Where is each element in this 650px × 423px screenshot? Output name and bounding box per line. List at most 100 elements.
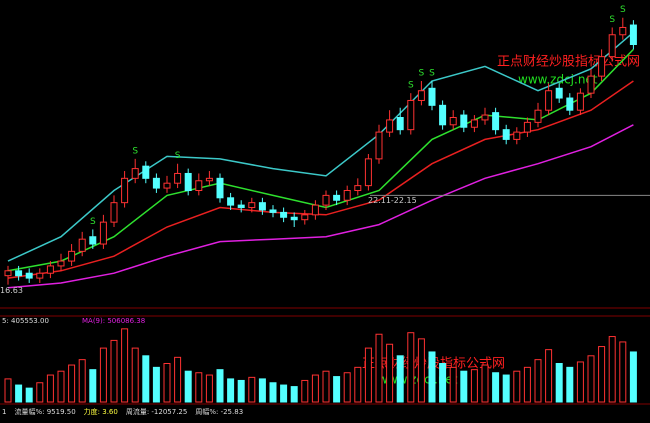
volume-bar — [311, 374, 319, 403]
ma-line — [7, 31, 634, 262]
volume-bar — [598, 346, 606, 403]
volume-bar — [566, 366, 574, 403]
volume-bar — [364, 347, 372, 403]
candle-body — [460, 114, 468, 128]
annotation-text: 22.11-22.15 — [368, 196, 417, 205]
candle-body — [322, 194, 330, 206]
candle-body — [608, 34, 616, 58]
candle-body — [417, 90, 425, 101]
candle-body — [523, 121, 531, 133]
signal-label: S — [429, 69, 435, 79]
candle-body — [576, 92, 584, 111]
candle-body — [163, 182, 171, 189]
volume-bar — [258, 378, 266, 403]
volume-bar — [343, 372, 351, 403]
volume-bar — [78, 359, 86, 403]
info-text: 周幅%: -25.83 — [195, 407, 243, 416]
candle-body — [227, 197, 235, 206]
volume-bar — [428, 351, 436, 403]
info-text: 流量幅%: 9519.50 — [14, 407, 75, 416]
signal-label: S — [408, 81, 414, 91]
volume-bar — [195, 372, 203, 403]
candle-body — [311, 204, 319, 216]
volume-bar — [608, 336, 616, 403]
candle-body — [121, 177, 129, 204]
info-text: 1 — [2, 408, 6, 416]
volume-bar — [280, 384, 288, 403]
volume-bar — [396, 355, 404, 403]
candle-body — [407, 99, 415, 131]
volume-bar — [227, 378, 235, 403]
watermark-url: www.zdcj.net — [518, 73, 598, 87]
candle-body — [470, 119, 478, 128]
signal-label: S — [132, 146, 138, 156]
candle-body — [513, 131, 521, 140]
candle-body — [449, 117, 457, 126]
volume-bar — [375, 333, 383, 403]
candle-body — [36, 272, 44, 279]
volume-bar — [184, 370, 192, 403]
volume-bar — [534, 359, 542, 403]
volume-bar — [449, 366, 457, 403]
candle-body — [237, 204, 245, 209]
candle-body — [57, 260, 65, 267]
volume-bar — [4, 378, 12, 403]
candle-body — [396, 117, 404, 131]
signal-label: S — [90, 217, 96, 227]
volume-bar — [545, 349, 553, 403]
candle-body — [354, 185, 362, 191]
signal-label: S — [609, 15, 615, 25]
volume-bar — [36, 382, 44, 403]
volume-bar — [502, 374, 510, 403]
candle-body — [428, 87, 436, 106]
candle-body — [502, 129, 510, 140]
candle-body — [25, 272, 33, 279]
candle-body — [545, 90, 553, 111]
signal-label: S — [620, 5, 626, 15]
candle-body — [205, 177, 213, 182]
candle-body — [619, 26, 627, 36]
candle-body — [343, 190, 351, 201]
candle-body — [301, 214, 309, 221]
volume-bar — [417, 338, 425, 403]
volume-bar — [322, 370, 330, 403]
volume-bar — [237, 379, 245, 403]
volume-bar — [216, 369, 224, 403]
volume-bar — [131, 347, 139, 403]
volume-bar — [142, 355, 150, 403]
volume-bar — [301, 379, 309, 403]
volume-bar — [460, 370, 468, 403]
volume-bar — [439, 363, 447, 403]
candle-body — [375, 131, 383, 160]
candle-body — [566, 97, 574, 111]
candle-body — [216, 177, 224, 199]
candle-body — [598, 56, 606, 77]
signal-label: S — [175, 151, 181, 161]
volume-bar — [407, 332, 415, 403]
volume-bar — [513, 370, 521, 403]
candle-body — [258, 202, 266, 211]
candle-body — [333, 194, 341, 201]
volume-bar — [163, 363, 171, 403]
volume-header: 5: 405553.00 — [2, 317, 49, 325]
watermark-title: 正点财经炒股指标公式网 — [497, 55, 640, 70]
volume-bar — [333, 376, 341, 403]
candle-body — [110, 202, 118, 223]
volume-bar — [89, 369, 97, 403]
volume-bar — [354, 366, 362, 403]
volume-bar — [523, 366, 531, 403]
candle-body — [587, 75, 595, 94]
volume-header: MA(9): 506086.38 — [82, 317, 145, 325]
volume-bar — [57, 370, 65, 403]
candle-body — [184, 172, 192, 191]
candle-body — [269, 209, 277, 213]
candle-body — [152, 177, 160, 189]
low-label: 16.63 — [0, 286, 23, 295]
info-text: 力度: 3.60 — [84, 407, 118, 416]
volume-bar — [481, 364, 489, 403]
candle-body — [4, 270, 12, 277]
candle-body — [174, 172, 182, 184]
candle-body — [555, 87, 563, 99]
volume-bar — [587, 355, 595, 403]
